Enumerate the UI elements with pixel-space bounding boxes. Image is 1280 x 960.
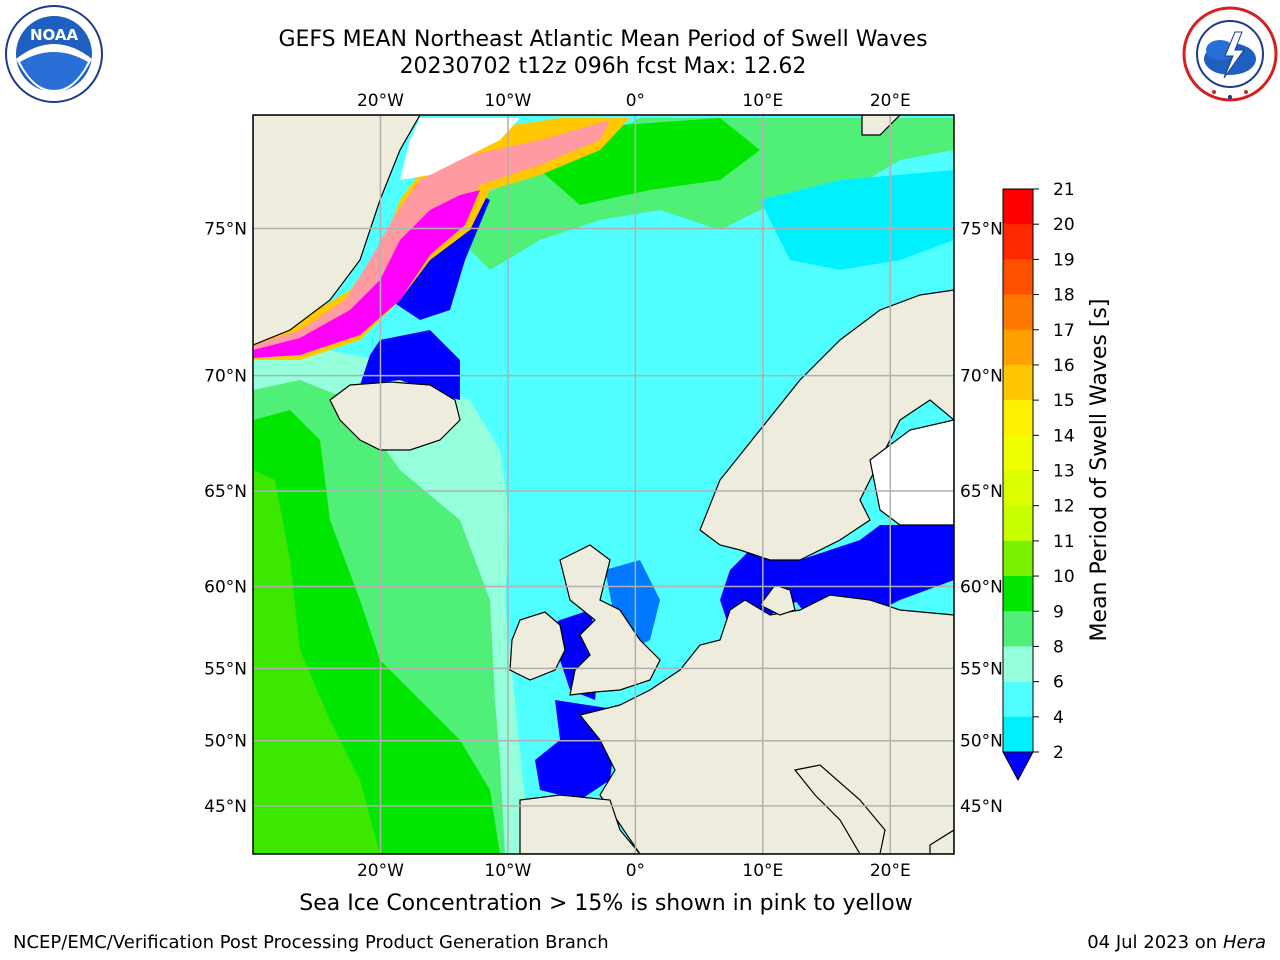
chart-subtitle: 20230702 t12z 096h fcst Max: 12.62 (399, 54, 807, 79)
footer-credit: NCEP/EMC/Verification Post Processing Pr… (13, 932, 609, 953)
footer-date: 04 Jul 2023 on Hera (1087, 932, 1266, 953)
left-lat-label: 60°N (204, 577, 247, 597)
left-lat-label: 45°N (204, 797, 247, 817)
swell-zone-11-12s (253, 470, 380, 854)
bottom-lon-label: 0° (626, 861, 645, 881)
greece (929, 829, 954, 854)
left-lat-label: 65°N (204, 482, 247, 502)
short-swell-north-iceland (360, 330, 460, 400)
bottom-lon-label: 20°W (357, 861, 404, 881)
noaa-logo: NOAA (5, 5, 103, 103)
top-lon-label: 0° (626, 91, 645, 111)
footer-host: Hera (1222, 932, 1266, 953)
map-axis-labels: 20°W 10°W 0° 10°E 20°E 20°W 10°W 0° 10°E 20°E 75°N… (204, 91, 1003, 881)
iberia (519, 794, 641, 854)
nws-logo (1182, 6, 1278, 102)
sea-ice-note: Sea Ice Concentration > 15% is shown in … (299, 891, 913, 916)
iceland (329, 381, 461, 451)
continental-europe (578, 594, 954, 854)
right-lat-label: 50°N (960, 732, 1003, 752)
greenland (253, 115, 421, 346)
top-lon-label: 20°W (357, 91, 404, 111)
right-lat-label: 70°N (960, 367, 1003, 387)
bottom-lon-label: 10°W (484, 861, 531, 881)
top-lon-label: 10°E (742, 91, 783, 111)
left-lat-label: 75°N (204, 219, 247, 239)
chart-title: GEFS MEAN Northeast Atlantic Mean Period… (278, 27, 928, 52)
denmark (759, 584, 796, 616)
top-lon-label: 10°W (484, 91, 531, 111)
noaa-logo-text: NOAA (30, 26, 79, 44)
right-lat-label: 65°N (960, 482, 1003, 502)
left-lat-label: 50°N (204, 732, 247, 752)
top-lon-label: 20°E (870, 91, 911, 111)
right-lat-label: 60°N (960, 577, 1003, 597)
map-graticule (253, 115, 954, 854)
footer-date-text: 04 Jul 2023 on (1087, 932, 1223, 953)
swell-zone-barents-4-6s (760, 170, 954, 270)
sea-ice-magenta (253, 190, 480, 358)
ireland (509, 611, 566, 681)
right-lat-label: 75°N (960, 219, 1003, 239)
bottom-lon-label: 10°E (742, 861, 783, 881)
italy (793, 764, 886, 854)
left-lat-label: 55°N (204, 659, 247, 679)
sea-ice-full-white (400, 118, 520, 180)
right-lat-label: 45°N (960, 797, 1003, 817)
left-lat-label: 70°N (204, 367, 247, 387)
map-frame (252, 114, 955, 855)
right-lat-label: 55°N (960, 659, 1003, 679)
bottom-lon-label: 20°E (870, 861, 911, 881)
